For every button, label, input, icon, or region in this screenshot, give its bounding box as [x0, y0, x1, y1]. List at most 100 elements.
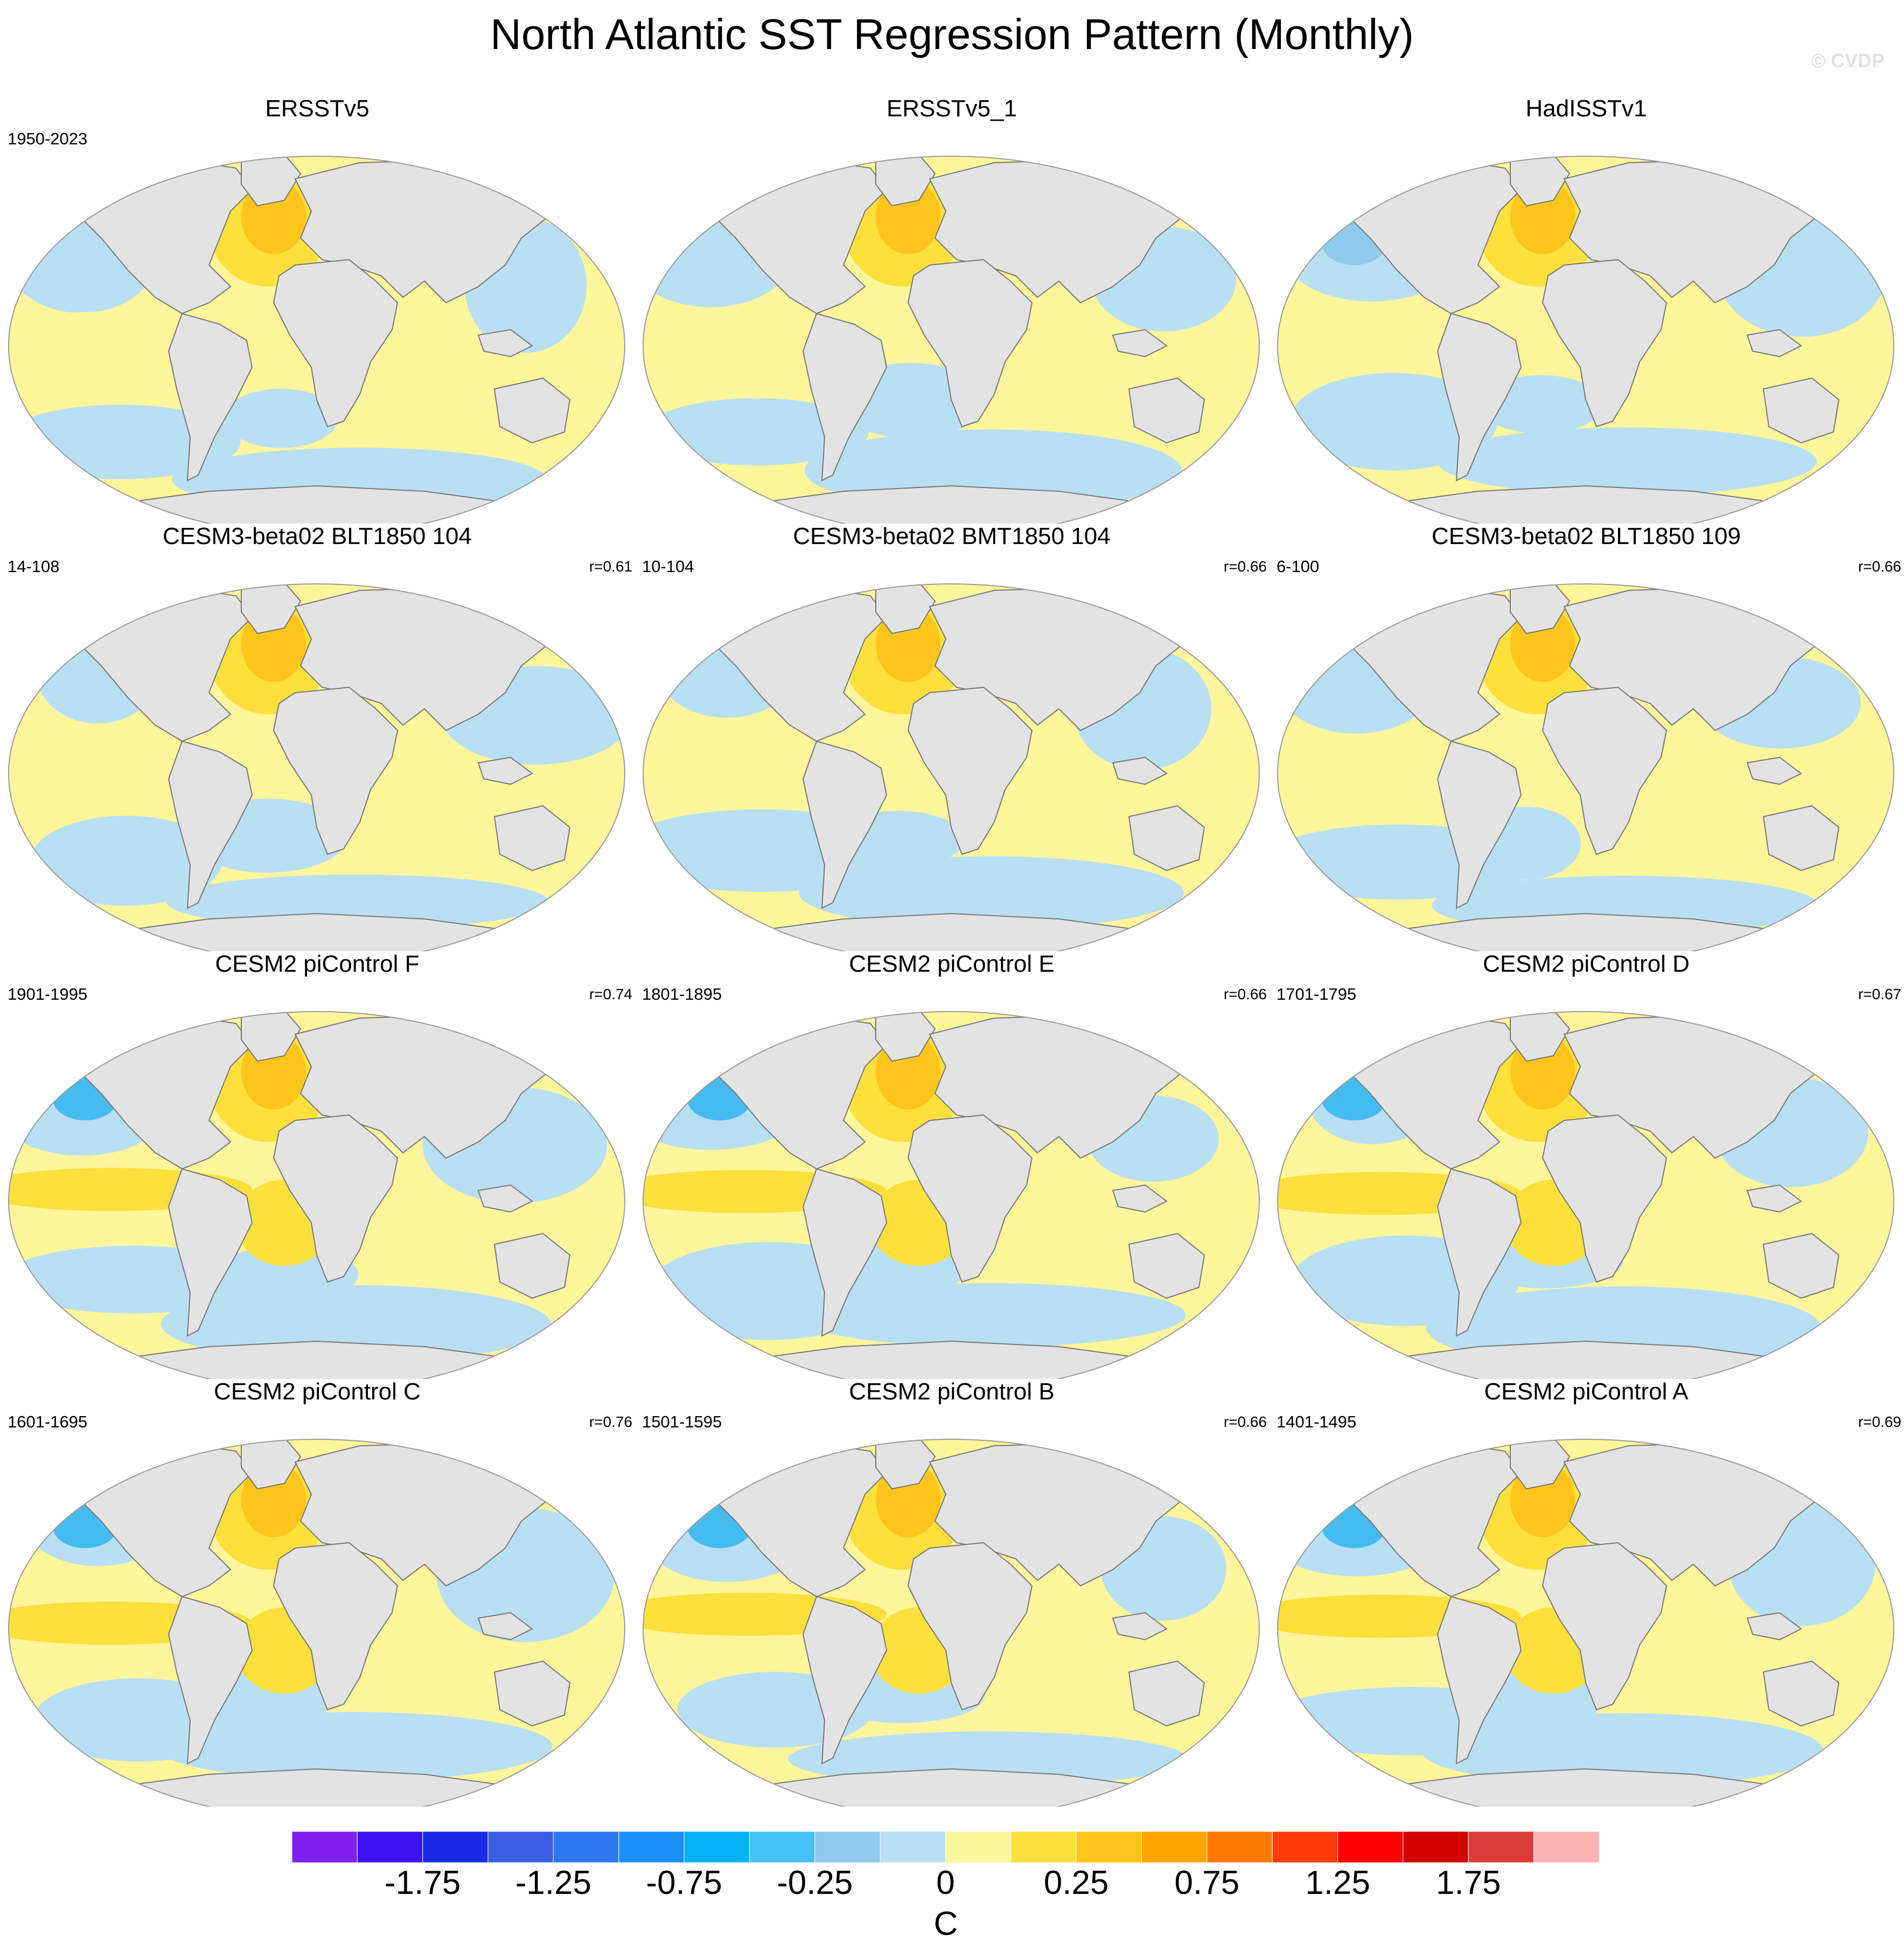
land-africa	[907, 1542, 1033, 1711]
colorbar-units: C	[933, 1905, 958, 1942]
panel-correlation: r=0.61	[589, 558, 632, 575]
cold-anomaly-region	[793, 1283, 1186, 1347]
land-australia	[1128, 377, 1205, 444]
land-greenland	[875, 156, 936, 207]
land-greenland	[241, 1439, 302, 1490]
map-boundary	[643, 1439, 1260, 1807]
world-map	[1277, 1011, 1894, 1379]
panel-period: 1950-2023	[8, 129, 88, 148]
map-boundary	[643, 156, 1260, 524]
land-indonesia	[477, 1612, 533, 1641]
land-indonesia	[1746, 329, 1802, 358]
land-africa	[273, 1114, 399, 1283]
land-indonesia	[477, 756, 533, 785]
panel-correlation: r=0.66	[1858, 558, 1901, 575]
panel-title: CESM2 piControl C	[214, 1378, 421, 1405]
panel-title: CESM2 piControl B	[849, 1378, 1055, 1405]
map-boundary	[1277, 156, 1894, 524]
land-africa	[1542, 686, 1668, 855]
colorbar-swatch	[291, 1831, 358, 1863]
world-map	[1277, 1439, 1894, 1807]
land-south-america	[1436, 312, 1522, 482]
land-australia	[1128, 1232, 1205, 1299]
colorbar-swatch	[1141, 1831, 1208, 1863]
panel-title: CESM2 piControl A	[1484, 1378, 1689, 1405]
figure-title: North Atlantic SST Regression Pattern (M…	[490, 10, 1414, 58]
panel-period: 1801-1895	[642, 985, 722, 1004]
colorbar-swatch	[422, 1831, 489, 1863]
colorbar-swatch	[684, 1831, 750, 1863]
map-panel: CESM3-beta02 BLT1850 104 14-108 r=0.61	[0, 520, 634, 951]
panel-period: 1401-1495	[1277, 1412, 1357, 1431]
map-panel: HadISSTv1	[1269, 93, 1903, 524]
land-indonesia	[1746, 756, 1802, 785]
map-panel: CESM2 piControl C 1601-1695 r=0.76	[0, 1376, 634, 1807]
land-greenland	[1510, 584, 1571, 635]
panel-title: CESM2 piControl F	[215, 951, 420, 977]
land-south-america	[802, 740, 888, 909]
cold-anomaly-region	[224, 388, 338, 448]
land-south-america	[1436, 1168, 1522, 1337]
colorbar-swatch	[880, 1831, 946, 1863]
panel-correlation: r=0.66	[1223, 1413, 1267, 1430]
colorbar-swatch	[1468, 1831, 1535, 1863]
map-boundary	[8, 156, 625, 524]
colorbar	[291, 1831, 1600, 1863]
panel-correlation: r=0.67	[1858, 986, 1901, 1002]
colorbar-swatch	[1337, 1831, 1404, 1863]
land-australia	[1762, 377, 1840, 444]
land-greenland	[241, 156, 302, 207]
panel-title: CESM3-beta02 BMT1850 104	[793, 523, 1111, 549]
land-south-america	[802, 1168, 888, 1337]
world-map	[8, 156, 625, 524]
colorbar-swatch	[1403, 1831, 1469, 1863]
colorbar-tick-label: -1.25	[515, 1864, 592, 1901]
map-panel: CESM2 piControl B 1501-1595 r=0.66	[634, 1376, 1269, 1807]
colorbar-swatch	[487, 1831, 554, 1863]
world-map	[643, 583, 1260, 951]
land-australia	[1762, 1660, 1840, 1727]
colorbar-tick-label: 0	[936, 1864, 955, 1901]
land-australia	[1762, 1232, 1840, 1299]
cold-anomaly-region	[161, 1285, 551, 1363]
world-map	[1277, 583, 1894, 951]
map-panel: CESM3-beta02 BLT1850 109 6-100 r=0.66	[1269, 520, 1903, 951]
land-indonesia	[1112, 756, 1168, 785]
land-australia	[493, 1660, 571, 1727]
panel-correlation: r=0.69	[1858, 1413, 1901, 1430]
land-africa	[273, 1542, 399, 1711]
world-map	[643, 1439, 1260, 1807]
map-boundary	[643, 1011, 1260, 1379]
colorbar-tick-label: 1.25	[1305, 1864, 1370, 1901]
world-map	[1277, 156, 1894, 524]
cold-anomaly-region	[155, 1712, 553, 1781]
map-panel: CESM2 piControl A 1401-1495 r=0.69	[1269, 1376, 1903, 1807]
land-australia	[1128, 1660, 1205, 1727]
map-panel: ERSSTv5_1	[634, 93, 1269, 524]
land-africa	[1542, 259, 1668, 428]
land-south-america	[802, 1595, 888, 1765]
panel-period: 1701-1795	[1277, 985, 1357, 1004]
land-australia	[493, 377, 571, 444]
land-greenland	[241, 1012, 302, 1062]
cold-anomaly-region	[1289, 373, 1497, 471]
colorbar-tick-label: -1.75	[385, 1864, 461, 1901]
panel-period: 1601-1695	[8, 1412, 88, 1431]
map-panel: CESM2 piControl D 1701-1795 r=0.67	[1269, 948, 1903, 1379]
land-africa	[1542, 1114, 1668, 1283]
land-africa	[907, 1114, 1033, 1283]
land-australia	[1128, 805, 1205, 872]
land-greenland	[875, 1439, 936, 1490]
panel-correlation: r=0.76	[589, 1413, 632, 1430]
panel-title: CESM2 piControl D	[1483, 951, 1690, 977]
cold-anomaly-region	[166, 874, 549, 929]
colorbar-swatch	[814, 1831, 881, 1863]
land-africa	[273, 259, 399, 428]
cold-anomaly-region	[644, 398, 869, 465]
land-greenland	[1510, 156, 1571, 207]
panel-title: HadISSTv1	[1525, 95, 1647, 122]
panel-correlation: r=0.66	[1223, 986, 1267, 1002]
panel-correlation: r=0.66	[1223, 558, 1267, 575]
land-south-america	[168, 1168, 253, 1337]
colorbar-swatch	[1206, 1831, 1273, 1863]
